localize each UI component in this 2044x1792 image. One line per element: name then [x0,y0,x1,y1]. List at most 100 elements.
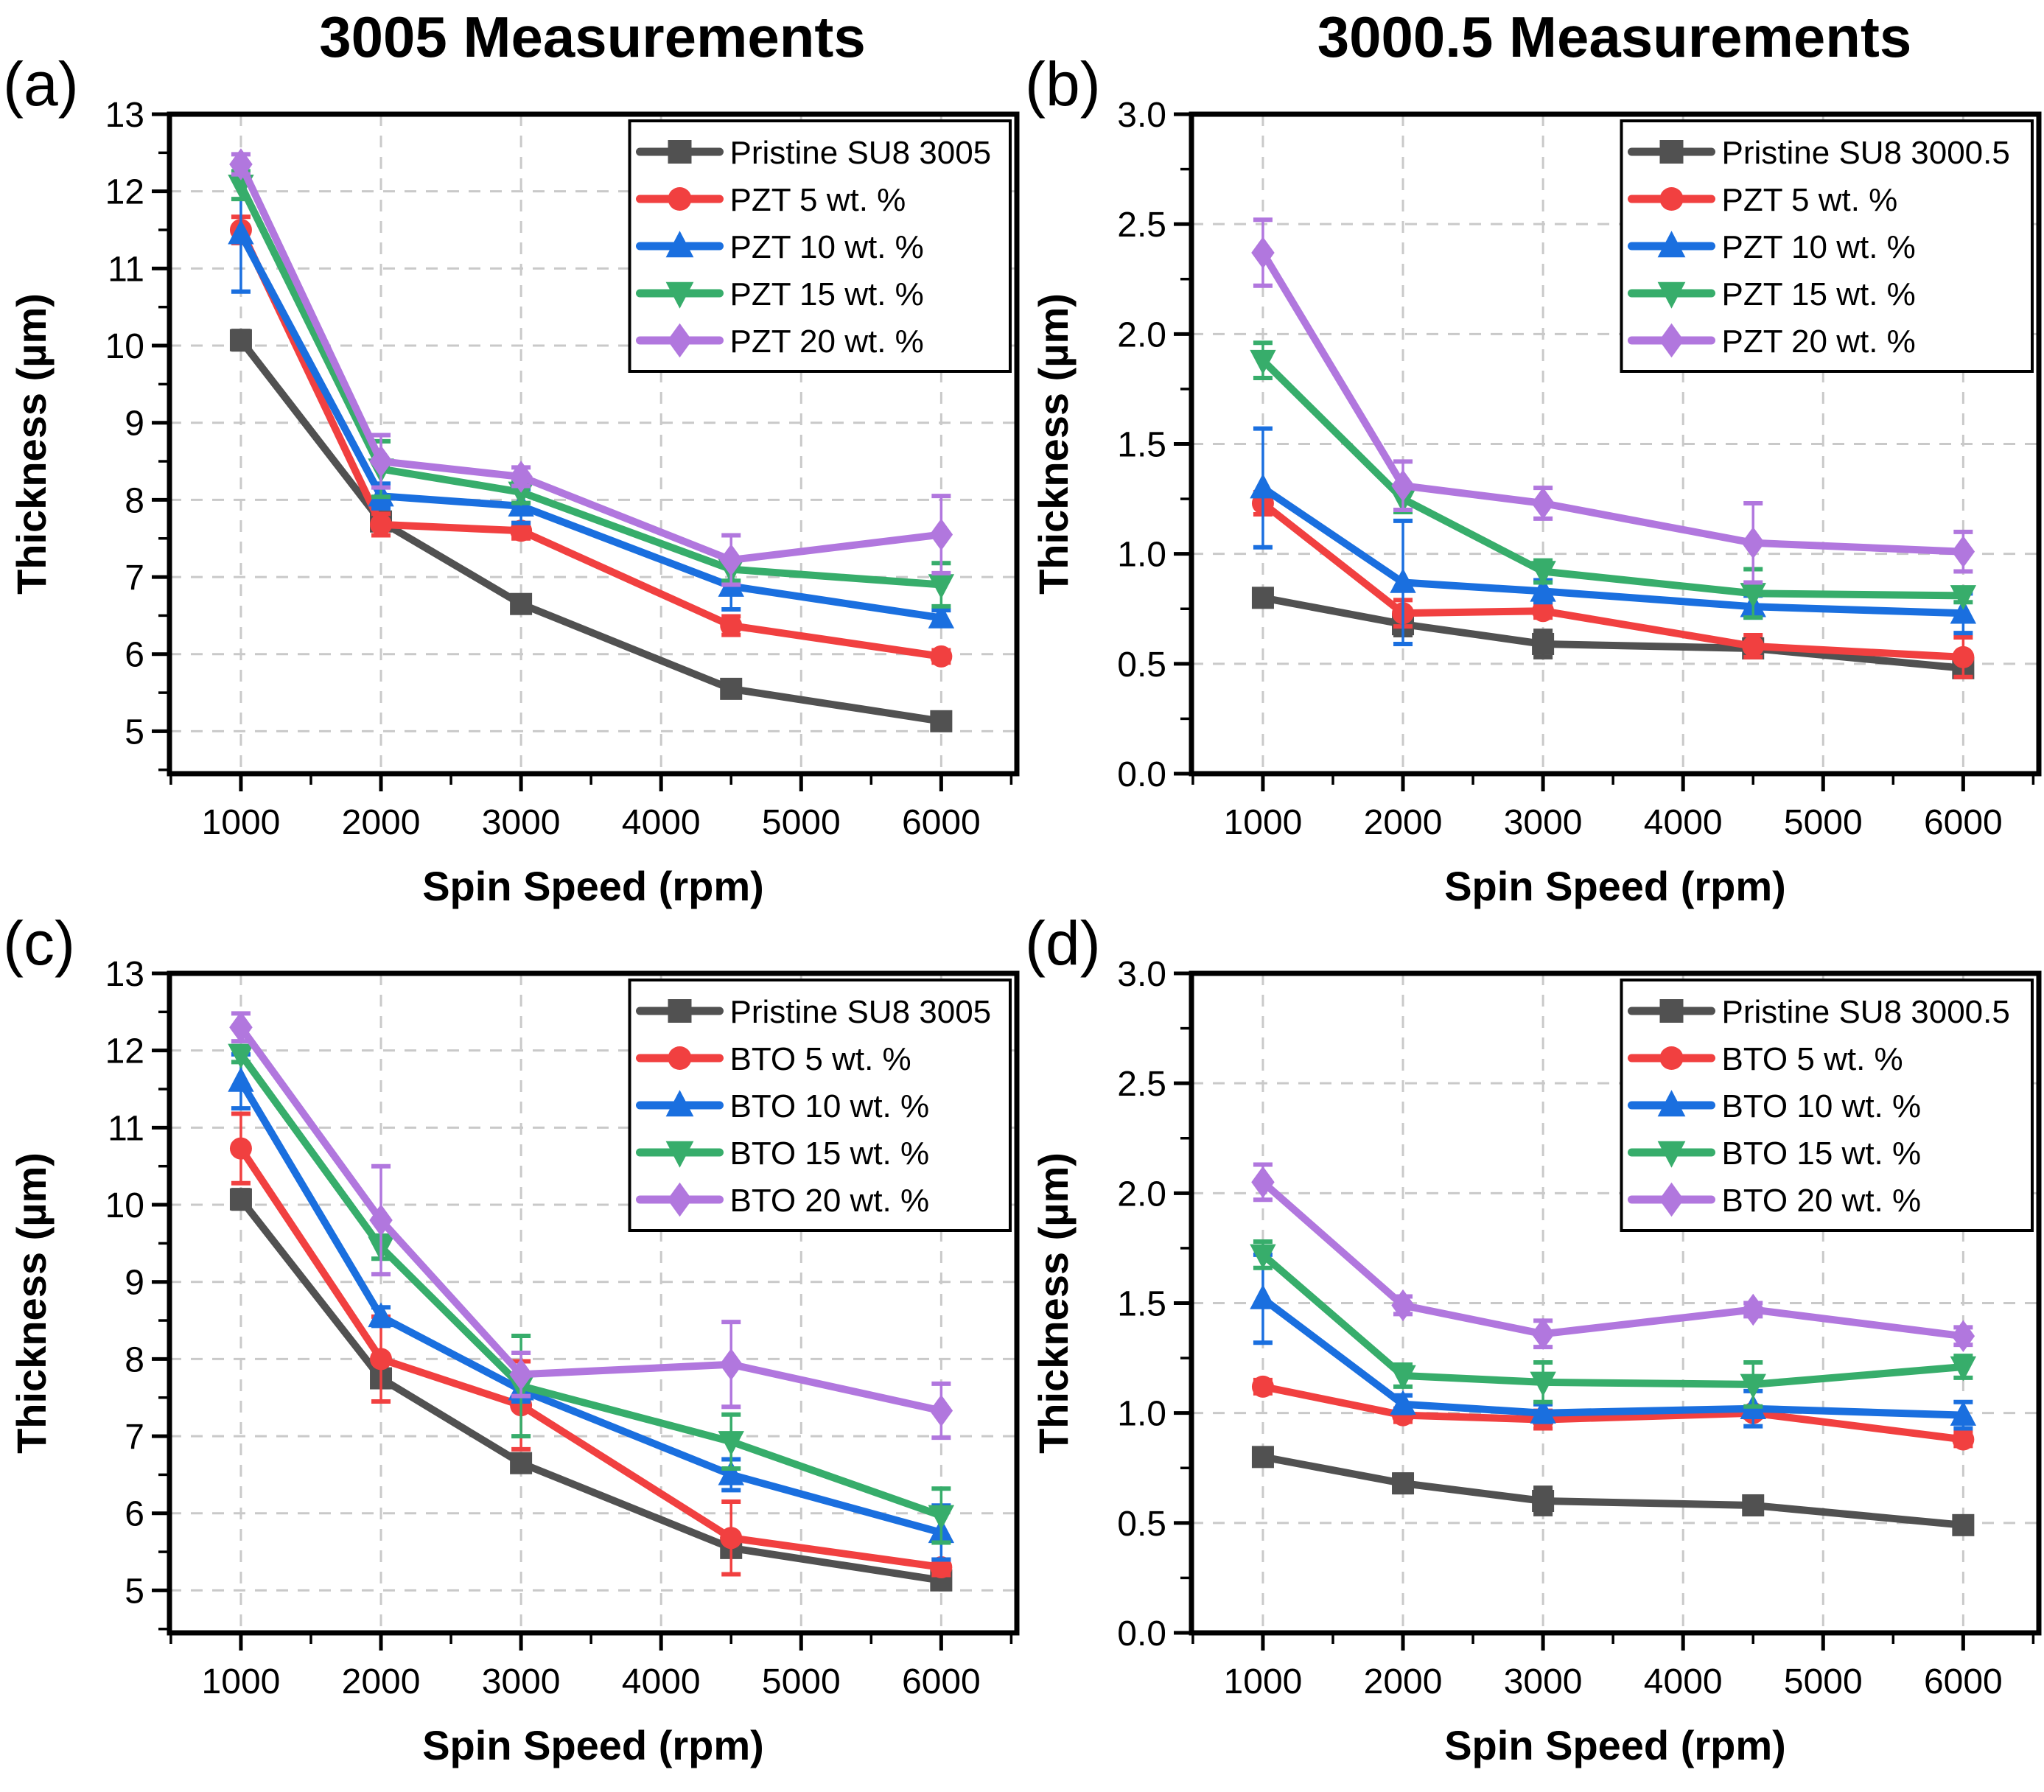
legend-label: Pristine SU8 3005 [730,135,992,171]
legend-label: BTO 15 wt. % [730,1135,930,1172]
panel-grid: (a) 1000 2000 3000 4000 5000 6000 5 6 7 8 9 10 11 12 1… [0,49,2044,1792]
marker-diamond [1741,527,1765,559]
x-tick-labels: 1000 2000 3000 4000 5000 6000 [202,1662,981,1701]
series-bto-20-wt [1251,1162,1975,1352]
marker-triangle-up [1390,567,1416,593]
legend-label: PZT 5 wt. % [730,182,906,218]
svg-text:2.5: 2.5 [1117,206,1166,245]
marker-diamond [1951,1320,1975,1352]
marker-triangle-down [1657,1141,1686,1168]
marker-triangle-down [665,1141,694,1168]
marker-triangle-down [718,1431,744,1456]
svg-text:4000: 4000 [622,803,701,842]
marker-diamond [1659,1182,1684,1217]
legend-label: BTO 10 wt. % [730,1088,930,1124]
marker-square [1392,1472,1415,1495]
legend-label: PZT 10 wt. % [1722,229,1916,265]
marker-square [1659,999,1684,1023]
y-tick-labels: 0.0 0.5 1.0 1.5 2.0 2.5 3.0 [1117,955,1166,1653]
svg-text:11: 11 [108,1109,144,1148]
svg-text:12: 12 [105,1032,144,1071]
svg-text:7: 7 [125,559,144,598]
svg-text:5: 5 [125,1572,144,1611]
svg-text:2.0: 2.0 [1117,1175,1166,1214]
marker-diamond [369,1204,393,1236]
y-tick-labels: 0.0 0.5 1.0 1.5 2.0 2.5 3.0 [1117,96,1166,794]
panel-d: (d) 1000 2000 3000 4000 5000 6000 0.0 0.5 1.0 1.5… [1022,909,2044,1792]
axis-minor-ticks [158,1010,1013,1644]
marker-square [1251,1446,1274,1469]
panel-b: (b) 1000 2000 3000 4000 5000 6000 0.0 0.5 1.0 1.5… [1022,49,2044,933]
y-tick-labels: 5 6 7 8 9 10 11 12 13 [105,96,144,752]
svg-text:1.5: 1.5 [1117,1285,1166,1324]
marker-triangle-down [1530,1371,1556,1397]
marker-diamond [1251,237,1275,269]
legend-entry: PZT 5 wt. % [636,182,906,218]
svg-text:0.0: 0.0 [1117,755,1166,794]
series-line [1259,1295,1967,1419]
legend: Pristine SU8 3005 BTO 5 wt. % BTO 10 wt. %… [628,979,1012,1232]
x-axis-label: Spin Speed (rpm) [1444,1722,1786,1768]
marker-diamond [667,323,693,358]
marker-triangle-up [1657,1090,1686,1117]
marker-triangle-down [1390,1365,1416,1390]
svg-text:6000: 6000 [1924,1662,2003,1701]
legend-entry: PZT 20 wt. % [1628,323,1916,360]
svg-text:1.5: 1.5 [1117,426,1166,465]
marker-square [720,677,743,700]
legend-entry: Pristine SU8 3005 [636,994,991,1030]
panel-a: (a) 1000 2000 3000 4000 5000 6000 5 6 7 8 9 10 11 12 1… [0,49,1022,933]
svg-text:1000: 1000 [202,1662,281,1701]
svg-text:2.5: 2.5 [1117,1065,1166,1104]
legend-entry: BTO 15 wt. % [1628,1135,1921,1172]
series-pristine-su8-3000-5 [1251,1446,1975,1536]
svg-text:10: 10 [105,327,144,366]
legend-entry: BTO 20 wt. % [1628,1182,1921,1219]
marker-triangle-up [1530,576,1556,602]
x-tick-labels: 1000 2000 3000 4000 5000 6000 [202,803,981,842]
x-axis-label: Spin Speed (rpm) [422,863,764,909]
marker-diamond [229,148,253,181]
plot-frame [167,970,1020,1636]
marker-circle [1659,187,1684,211]
legend-entry: BTO 10 wt. % [1628,1088,1921,1124]
svg-text:0.5: 0.5 [1117,1505,1166,1544]
legend-entry: PZT 15 wt. % [1628,276,1916,312]
marker-diamond [1659,323,1684,358]
chart-d: 1000 2000 3000 4000 5000 6000 0.0 0.5 1.0 1.5 2.0 2… [1030,955,2042,1768]
svg-text:2.0: 2.0 [1117,315,1166,354]
marker-diamond [929,518,953,551]
x-axis-label: Spin Speed (rpm) [422,1722,764,1768]
svg-text:5: 5 [125,713,144,752]
series-pzt-10-wt [1250,426,1977,646]
marker-triangle-up [928,603,955,629]
panel-letter-a: (a) [3,49,79,119]
panel-letter-d: (d) [1025,909,1101,978]
svg-text:13: 13 [105,96,144,135]
marker-square [930,710,953,732]
marker-square [1532,1490,1555,1512]
legend-entry: PZT 10 wt. % [1628,229,1916,265]
marker-triangle-up [1390,1390,1416,1415]
svg-text:2000: 2000 [1364,1662,1443,1701]
legend-label: PZT 20 wt. % [1722,323,1916,360]
svg-text:6000: 6000 [902,1662,981,1701]
svg-text:5000: 5000 [762,1662,841,1701]
svg-text:3.0: 3.0 [1117,955,1166,994]
x-tick-labels: 1000 2000 3000 4000 5000 6000 [1224,803,2003,842]
marker-diamond [1531,1317,1555,1351]
y-axis-label: Thickness (µm) [1030,1152,1077,1454]
series-bto-10-wt [1250,1252,1977,1431]
chart-b: 1000 2000 3000 4000 5000 6000 0.0 0.5 1.0 1.5 2.0 2… [1030,96,2042,909]
legend-entry: Pristine SU8 3000.5 [1628,994,2010,1030]
svg-text:1.0: 1.0 [1117,1395,1166,1434]
legend-entry: BTO 15 wt. % [636,1135,930,1172]
marker-triangle-down [1530,561,1556,587]
marker-triangle-down [1740,1373,1766,1399]
svg-text:4000: 4000 [1644,803,1723,842]
marker-circle [668,1046,692,1070]
marker-triangle-down [1950,585,1977,610]
column-titles: 3005 Measurements 3000.5 Measurements [0,0,2044,74]
marker-diamond [1391,469,1415,502]
